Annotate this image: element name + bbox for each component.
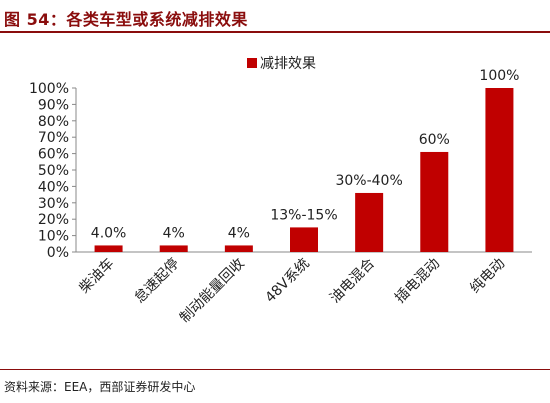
- axes: 0%10%20%30%40%50%60%70%80%90%100%柴油车 怠速起停…: [29, 81, 532, 326]
- y-tick-label: 30%: [38, 196, 69, 212]
- bar: [355, 192, 384, 252]
- title-divider: [0, 31, 550, 33]
- bar-series: [94, 88, 514, 252]
- y-tick-label: 70%: [38, 130, 69, 146]
- bar-chart: 0%10%20%30%40%50%60%70%80%90%100%柴油车 怠速起停…: [29, 56, 532, 326]
- y-tick-label: 80%: [38, 114, 69, 130]
- bar-data-label: 13%-15%: [270, 207, 337, 223]
- bar: [290, 227, 318, 252]
- bar: [420, 151, 449, 252]
- legend-label: 减排效果: [260, 56, 316, 72]
- x-category-label: 怠速起停: [131, 255, 183, 307]
- y-tick-label: 90%: [38, 97, 69, 113]
- x-category-label: 制动能量回收: [177, 256, 248, 327]
- bar-data-label: 100%: [479, 68, 519, 84]
- y-tick-label: 100%: [29, 81, 69, 97]
- bar: [159, 245, 188, 252]
- x-category-label: 48V系统: [262, 256, 312, 306]
- bar-data-label: 60%: [419, 132, 450, 148]
- y-tick-label: 40%: [38, 179, 69, 195]
- source-note: 资料来源：EEA，西部证券研发中心: [4, 380, 196, 394]
- legend: 减排效果: [247, 56, 316, 72]
- x-category-label: 纯电动: [467, 256, 508, 297]
- data-labels: 4.0% 4% 4% 13%-15% 30%-40% 60% 100%: [91, 68, 520, 241]
- bar: [94, 245, 123, 252]
- x-category-label: 插电混动: [392, 256, 443, 307]
- bar: [224, 245, 253, 252]
- x-category-label: 油电混合: [327, 256, 378, 307]
- source-divider: [0, 369, 550, 370]
- bar: [485, 88, 514, 252]
- legend-swatch: [247, 58, 257, 68]
- x-category-label: 柴油车: [76, 255, 118, 297]
- figure-title: 图 54：各类车型或系统减排效果: [4, 10, 248, 29]
- bar-data-label: 4%: [163, 225, 185, 241]
- y-tick-label: 0%: [47, 245, 69, 261]
- y-tick-label: 10%: [38, 229, 69, 245]
- bar-data-label: 30%-40%: [335, 173, 402, 189]
- y-tick-label: 50%: [38, 163, 69, 179]
- y-tick-label: 60%: [38, 147, 69, 163]
- bar-data-label: 4.0%: [91, 225, 127, 241]
- bar-data-label: 4%: [228, 225, 250, 241]
- y-tick-label: 20%: [38, 212, 69, 228]
